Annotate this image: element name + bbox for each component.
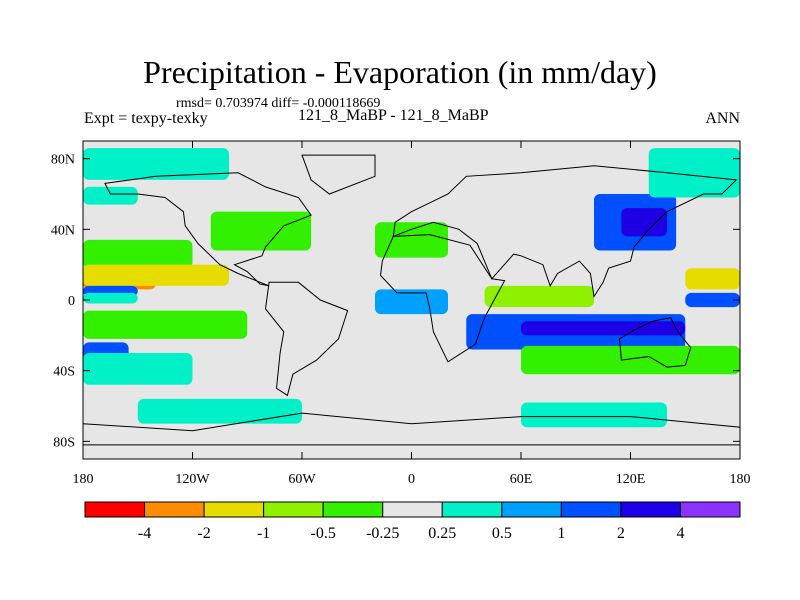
x-tick-label-3: 0 [408,472,415,487]
field-band-0 [83,148,229,180]
season-label: ANN [705,110,740,127]
field-band-20 [648,148,740,198]
colorbar-box-10 [679,501,741,518]
field-band-1 [83,186,138,205]
continent-outlines [82,154,741,446]
x-tick-label-4: 60E [510,472,533,487]
field-band-23 [521,345,740,375]
colorbar-box-5 [382,501,443,518]
colorbar-label-4: -0.25 [366,525,399,542]
colorbar-box-6 [441,501,503,518]
colorbar-labels: -4 -2 -1 -0.5 -0.25 0.25 0.5 1 2 4 [138,525,685,542]
field-band-5 [83,264,229,286]
colorbar-label-5: 0.25 [428,525,456,542]
colorbar-box-2 [203,501,265,518]
colorbar-label-0: -4 [138,525,151,542]
field-band-19 [621,208,667,237]
coastline-1 [264,281,349,397]
field-band-12 [137,398,302,424]
field-bands [83,148,740,428]
coastline-2 [379,234,506,363]
y-axis: 80N 40N 0 40S 80S [51,153,740,450]
cases-label: 121_8_MaBP - 121_8_MaBP [298,107,489,124]
coastline-6 [82,412,741,446]
colorbar-box-7 [501,501,562,518]
field-band-2 [210,211,312,251]
field-band-24 [521,402,667,428]
x-tick-label-1: 120W [175,472,210,487]
colorbar-label-7: 1 [557,525,565,542]
y-tick-label-0: 80N [51,153,75,168]
colorbar-box-0 [84,501,146,518]
field-band-9 [83,310,248,339]
x-tick-label-5: 120E [616,472,646,487]
x-tick-label-0: 180 [73,472,94,487]
stats-line: rmsd= 0.703974 diff= -0.000118669 [176,96,381,111]
colorbar-box-8 [560,501,622,518]
field-band-21 [685,268,740,290]
coastline-4 [618,317,692,368]
colorbar-label-2: -1 [257,525,270,542]
colorbar-label-1: -2 [197,525,210,542]
colorbar-label-6: 0.5 [492,525,512,542]
colorbar-box-1 [144,501,205,518]
field-band-7 [83,292,138,304]
colorbar-box-9 [620,501,681,518]
coastline-0 [104,172,312,287]
field-band-13 [375,222,448,258]
coastline-3 [392,165,738,298]
colorbar-label-8: 2 [617,525,625,542]
colorbar-boxes [84,501,741,518]
y-tick-label-1: 40N [51,223,75,238]
colorbar-box-3 [263,501,324,518]
field-band-11 [83,353,193,385]
x-tick-label-6: 180 [730,472,751,487]
x-axis: 180 120W 60W 0 60E 120E 180 [73,141,751,487]
colorbar-label-3: -0.5 [311,525,336,542]
chart-title: Precipitation - Evaporation (in mm/day) [143,54,657,90]
x-tick-label-2: 60W [288,472,316,487]
field-band-22 [685,292,740,308]
y-tick-label-4: 80S [53,435,75,450]
colorbar-label-9: 4 [676,525,684,542]
field-band-3 [83,239,193,269]
colorbar-box-4 [322,501,384,518]
y-tick-label-3: 40S [53,365,75,380]
experiment-label: Expt = texpy-texky [84,110,208,127]
coastline-5 [301,154,376,195]
field-band-15 [484,285,594,308]
y-tick-label-2: 0 [68,294,75,309]
